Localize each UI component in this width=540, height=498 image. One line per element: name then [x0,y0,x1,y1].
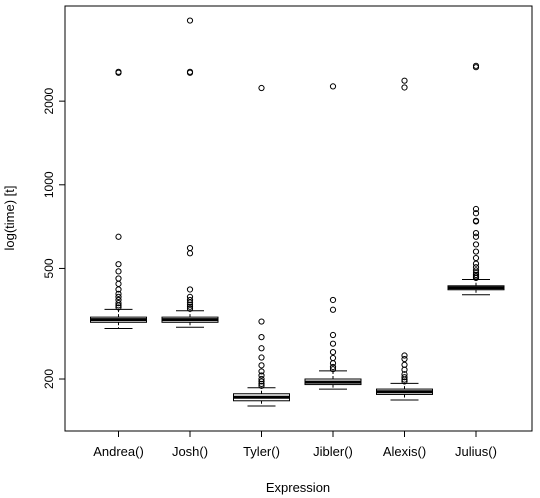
outlier-point [258,84,265,92]
outlier-point [401,378,408,385]
outlier-point [186,69,194,76]
outlier-point [186,301,194,308]
x-tick-label: Alexis() [383,444,426,459]
outlier-point [258,318,265,325]
outlier-point [329,296,337,304]
outlier-point [115,304,122,311]
outlier-point [472,205,480,213]
outlier-point [258,334,265,341]
outlier-point [186,303,194,310]
y-axis: 200 500 1000 2000 [42,87,65,389]
outlier-point [115,286,122,293]
x-axis-title: Expression [266,480,330,495]
outlier-point [186,244,194,252]
outlier-point [115,280,122,287]
y-tick-label: 500 [42,258,56,278]
outlier-point [329,366,337,373]
outlier-point [115,69,122,76]
boxes-layer [90,17,505,407]
outlier-point [186,299,194,306]
y-tick-label: 200 [42,369,56,389]
box-group [304,83,362,390]
outlier-point [472,218,480,225]
outlier-point [258,354,265,361]
outlier-point [115,261,122,268]
outlier-point [186,17,194,24]
outlier-point [115,268,122,275]
outlier-point [329,363,337,371]
outlier-point [329,354,337,362]
outlier-point [115,233,122,240]
outlier-point [401,366,408,373]
outlier-point [401,376,408,383]
outlier-point [329,360,337,367]
outlier-point [115,293,122,300]
outlier-point [472,233,480,240]
outlier-point [401,352,408,359]
outlier-point [115,290,122,297]
outlier-point [258,368,265,375]
outlier-point [186,286,194,293]
outlier-point [472,248,480,255]
outlier-point [258,378,265,385]
y-tick-label: 2000 [42,87,56,114]
outlier-point [472,241,480,248]
outlier-point [258,382,265,389]
outlier-point [401,374,408,381]
outlier-point [472,260,480,267]
outlier-point [401,77,408,84]
outlier-point [115,300,122,307]
outlier-point [401,361,408,368]
box-group [161,17,219,328]
box-group [90,68,147,329]
box-group [447,62,505,296]
outlier-point [472,267,480,274]
plot-frame [64,5,533,432]
outlier-point [186,305,194,312]
x-axis: Andrea() Josh() Tyler() Jibler() Alexis() Jul… [93,431,497,459]
outlier-point [258,362,265,369]
outlier-point [472,230,480,237]
x-tick-label: Josh() [172,444,208,459]
outlier-point [472,64,480,71]
outlier-point [329,340,337,347]
outlier-point [115,302,122,309]
x-tick-label: Julius() [455,444,497,459]
outlier-point [401,355,408,363]
outlier-point [329,348,337,356]
outlier-point [329,306,337,313]
x-tick-label: Jibler() [313,444,353,459]
box-group [233,84,290,407]
x-tick-label: Andrea() [93,444,144,459]
outlier-point [472,274,480,282]
x-tick-label: Tyler() [243,444,280,459]
outlier-point [258,380,265,388]
y-tick-label: 1000 [42,171,56,198]
outlier-point [186,250,194,257]
outlier-point [115,275,122,282]
outlier-point [329,331,337,339]
outlier-point [401,84,408,91]
outlier-point [258,372,265,379]
outlier-point [472,210,480,217]
outlier-point [472,254,480,262]
outlier-point [258,345,265,352]
outlier-point [329,83,337,90]
box-group [376,77,433,401]
y-axis-title: log(time) [t] [2,185,17,250]
